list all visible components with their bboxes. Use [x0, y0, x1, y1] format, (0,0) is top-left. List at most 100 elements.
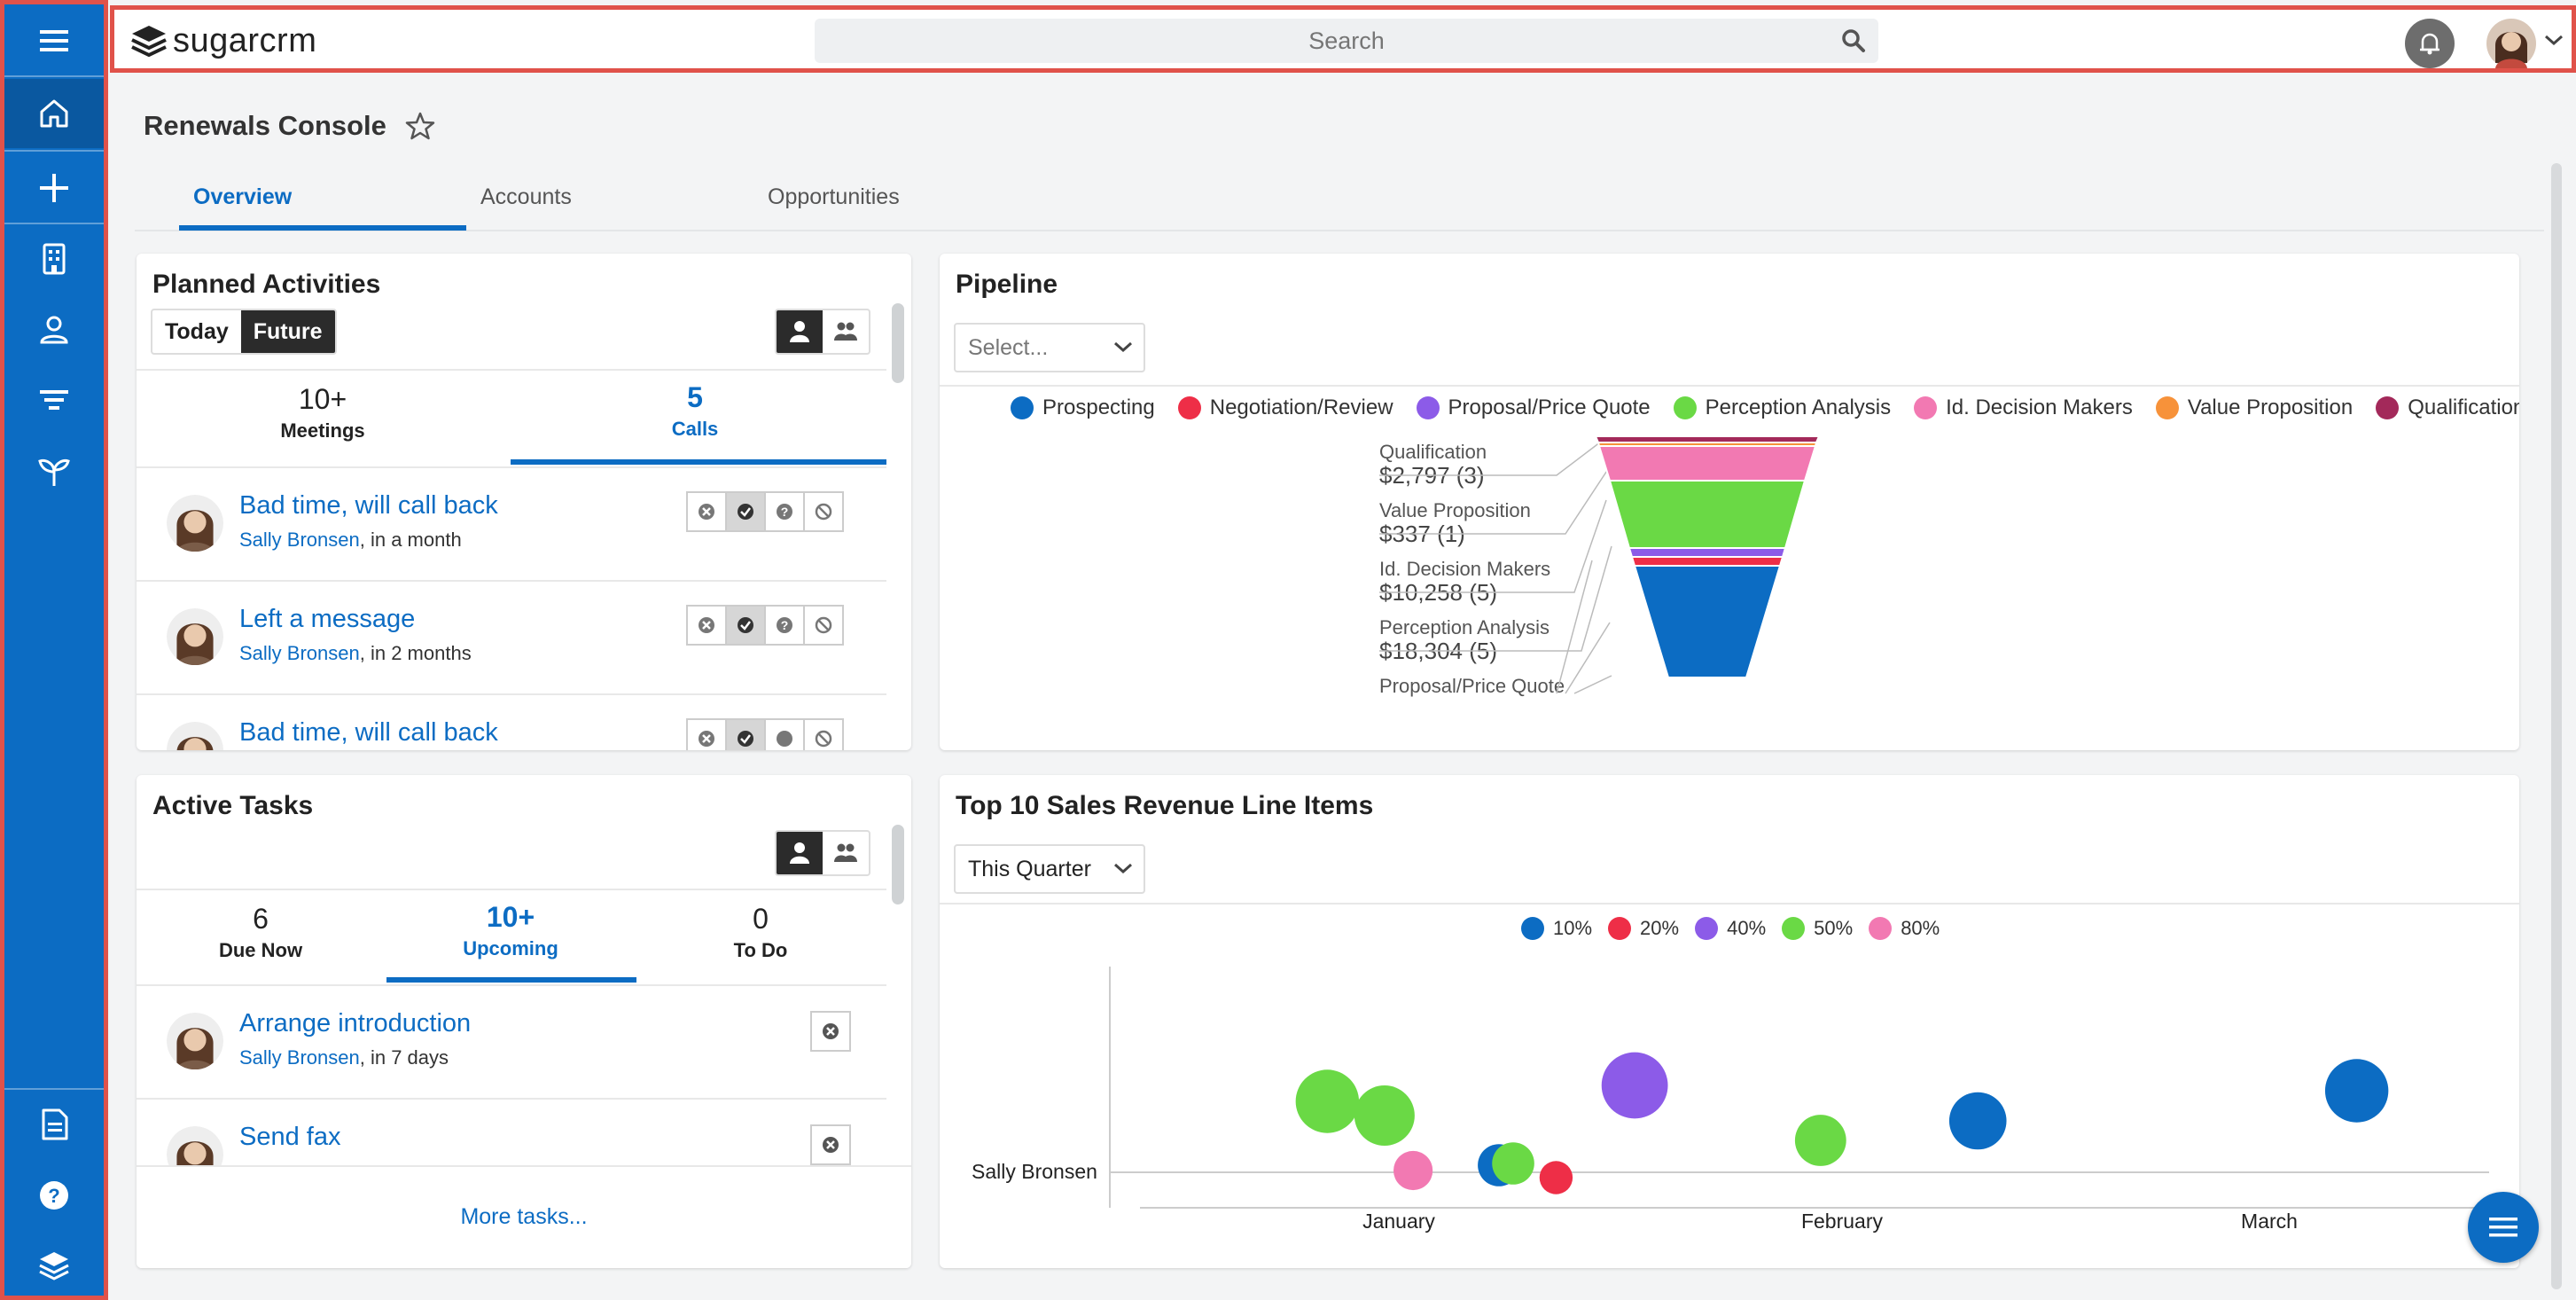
document-icon[interactable]: [4, 1090, 104, 1159]
owner-toggle: [775, 309, 870, 355]
close-icon[interactable]: [810, 1011, 851, 1052]
task-title-link[interactable]: Arrange introduction: [239, 1009, 472, 1038]
close-icon[interactable]: [686, 605, 727, 646]
question-icon[interactable]: ?: [764, 491, 805, 532]
close-icon[interactable]: [810, 1124, 851, 1165]
bubble-10pct[interactable]: [1948, 1092, 2007, 1150]
contact-link[interactable]: Sally Bronsen: [239, 1046, 360, 1069]
team-items-icon[interactable]: [823, 832, 869, 874]
menu-icon[interactable]: [4, 6, 104, 75]
list-item[interactable]: Bad time, will call back: [137, 693, 886, 750]
tab-opportunities[interactable]: Opportunities: [768, 184, 900, 209]
bubble-50pct[interactable]: [1295, 1069, 1360, 1133]
my-items-icon[interactable]: [777, 832, 823, 874]
held-check-icon[interactable]: [725, 605, 766, 646]
not-held-icon[interactable]: [803, 491, 844, 532]
today-button[interactable]: Today: [165, 318, 229, 344]
home-icon[interactable]: [4, 79, 104, 148]
not-held-icon[interactable]: [803, 718, 844, 750]
legend-item[interactable]: Perception Analysis: [1673, 395, 1891, 420]
contact-icon[interactable]: [4, 295, 104, 364]
funnel-proposal: [1628, 547, 1787, 558]
legend-item[interactable]: 10%: [1521, 917, 1592, 940]
contact-link[interactable]: Sally Bronsen: [239, 642, 360, 664]
page-scrollbar[interactable]: [2551, 163, 2562, 1289]
active-tab-indicator: [179, 225, 466, 231]
due-text: , in a month: [359, 529, 462, 551]
legend-item[interactable]: Proposal/Price Quote: [1416, 395, 1651, 420]
held-check-icon[interactable]: [725, 718, 766, 750]
funnel-decision-makers: [1597, 445, 1817, 482]
held-check-icon[interactable]: [725, 491, 766, 532]
chevron-down-icon[interactable]: [2543, 33, 2564, 51]
meetings-counter[interactable]: 10+ Meetings: [280, 383, 365, 442]
question-icon[interactable]: [764, 718, 805, 750]
bubble-80pct[interactable]: [1393, 1150, 1433, 1191]
bubble-40pct[interactable]: [1601, 1052, 1668, 1119]
bubble-50pct[interactable]: [1492, 1142, 1534, 1185]
filter-icon[interactable]: [4, 366, 104, 435]
my-items-icon[interactable]: [777, 310, 823, 353]
search-icon[interactable]: [1841, 28, 1866, 58]
task-actions: [810, 1011, 851, 1052]
favorite-star-icon[interactable]: [404, 110, 436, 146]
scrollbar[interactable]: [892, 825, 904, 905]
legend-item[interactable]: 50%: [1782, 917, 1853, 940]
legend-item[interactable]: Prospecting: [1011, 395, 1155, 420]
panel-title: Pipeline: [956, 270, 1058, 299]
sprout-icon[interactable]: [4, 437, 104, 506]
not-held-icon[interactable]: [803, 605, 844, 646]
question-icon[interactable]: ?: [764, 605, 805, 646]
to-do-counter[interactable]: 0 To Do: [733, 903, 788, 961]
bubble-10pct[interactable]: [2324, 1059, 2389, 1123]
plus-icon[interactable]: [4, 153, 104, 223]
help-icon[interactable]: ?: [4, 1161, 104, 1230]
team-items-icon[interactable]: [823, 310, 869, 353]
tab-overview[interactable]: Overview: [193, 184, 293, 209]
upcoming-counter[interactable]: 10+ Upcoming: [463, 901, 558, 959]
close-icon[interactable]: [686, 718, 727, 750]
legend-item[interactable]: Value Proposition: [2155, 395, 2353, 420]
more-tasks-link[interactable]: More tasks...: [460, 1204, 588, 1229]
pipeline-select[interactable]: Select...: [954, 323, 1145, 372]
search-box: [815, 19, 1878, 63]
list-item[interactable]: Arrange introduction Sally Bronsen, in 7…: [137, 984, 886, 1098]
future-button[interactable]: Future: [240, 310, 335, 353]
close-icon[interactable]: [686, 491, 727, 532]
due-now-counter[interactable]: 6 Due Now: [218, 903, 303, 961]
list-item[interactable]: Bad time, will call back Sally Bronsen, …: [137, 466, 886, 580]
tab-accounts[interactable]: Accounts: [480, 184, 572, 209]
floating-menu-button[interactable]: [2468, 1192, 2539, 1263]
legend-item[interactable]: 40%: [1695, 917, 1766, 940]
call-title-link[interactable]: Bad time, will call back: [239, 491, 498, 520]
legend-item[interactable]: Negotiation/Review: [1177, 395, 1393, 420]
legend-item[interactable]: 80%: [1869, 917, 1940, 940]
svg-text:?: ?: [781, 618, 789, 632]
layers-icon[interactable]: [4, 1232, 104, 1300]
call-title-link[interactable]: Left a message: [239, 605, 416, 633]
bubble-50pct[interactable]: [1354, 1085, 1415, 1146]
bubble-chart: [1109, 967, 2489, 1209]
bubble-20pct[interactable]: [1539, 1161, 1573, 1194]
calls-counter[interactable]: 5 Calls: [671, 381, 719, 440]
list-item[interactable]: Left a message Sally Bronsen, in 2 month…: [137, 580, 886, 693]
x-tick-label: January: [1362, 1210, 1435, 1233]
search-input[interactable]: [815, 19, 1878, 63]
sugarcrm-logo[interactable]: sugarcrm: [130, 22, 316, 60]
legend-item[interactable]: Qualification: [2376, 395, 2519, 420]
svg-text:?: ?: [48, 1185, 59, 1207]
user-avatar[interactable]: [2486, 19, 2536, 68]
legend-item[interactable]: Id. Decision Makers: [1914, 395, 2133, 420]
notifications-bell-icon[interactable]: [2405, 19, 2455, 68]
scrollbar[interactable]: [892, 303, 904, 383]
task-title-link[interactable]: Send fax: [239, 1123, 341, 1151]
bubble-50pct[interactable]: [1794, 1115, 1846, 1166]
period-select[interactable]: This Quarter: [954, 844, 1145, 894]
today-future-toggle: Today Future: [151, 309, 337, 355]
legend-item[interactable]: 20%: [1608, 917, 1679, 940]
call-title-link[interactable]: Bad time, will call back: [239, 718, 498, 747]
contact-link[interactable]: Sally Bronsen: [239, 529, 360, 551]
call-status-buttons: [686, 718, 844, 750]
chevron-down-icon: [1114, 341, 1132, 353]
building-icon[interactable]: [4, 224, 104, 294]
